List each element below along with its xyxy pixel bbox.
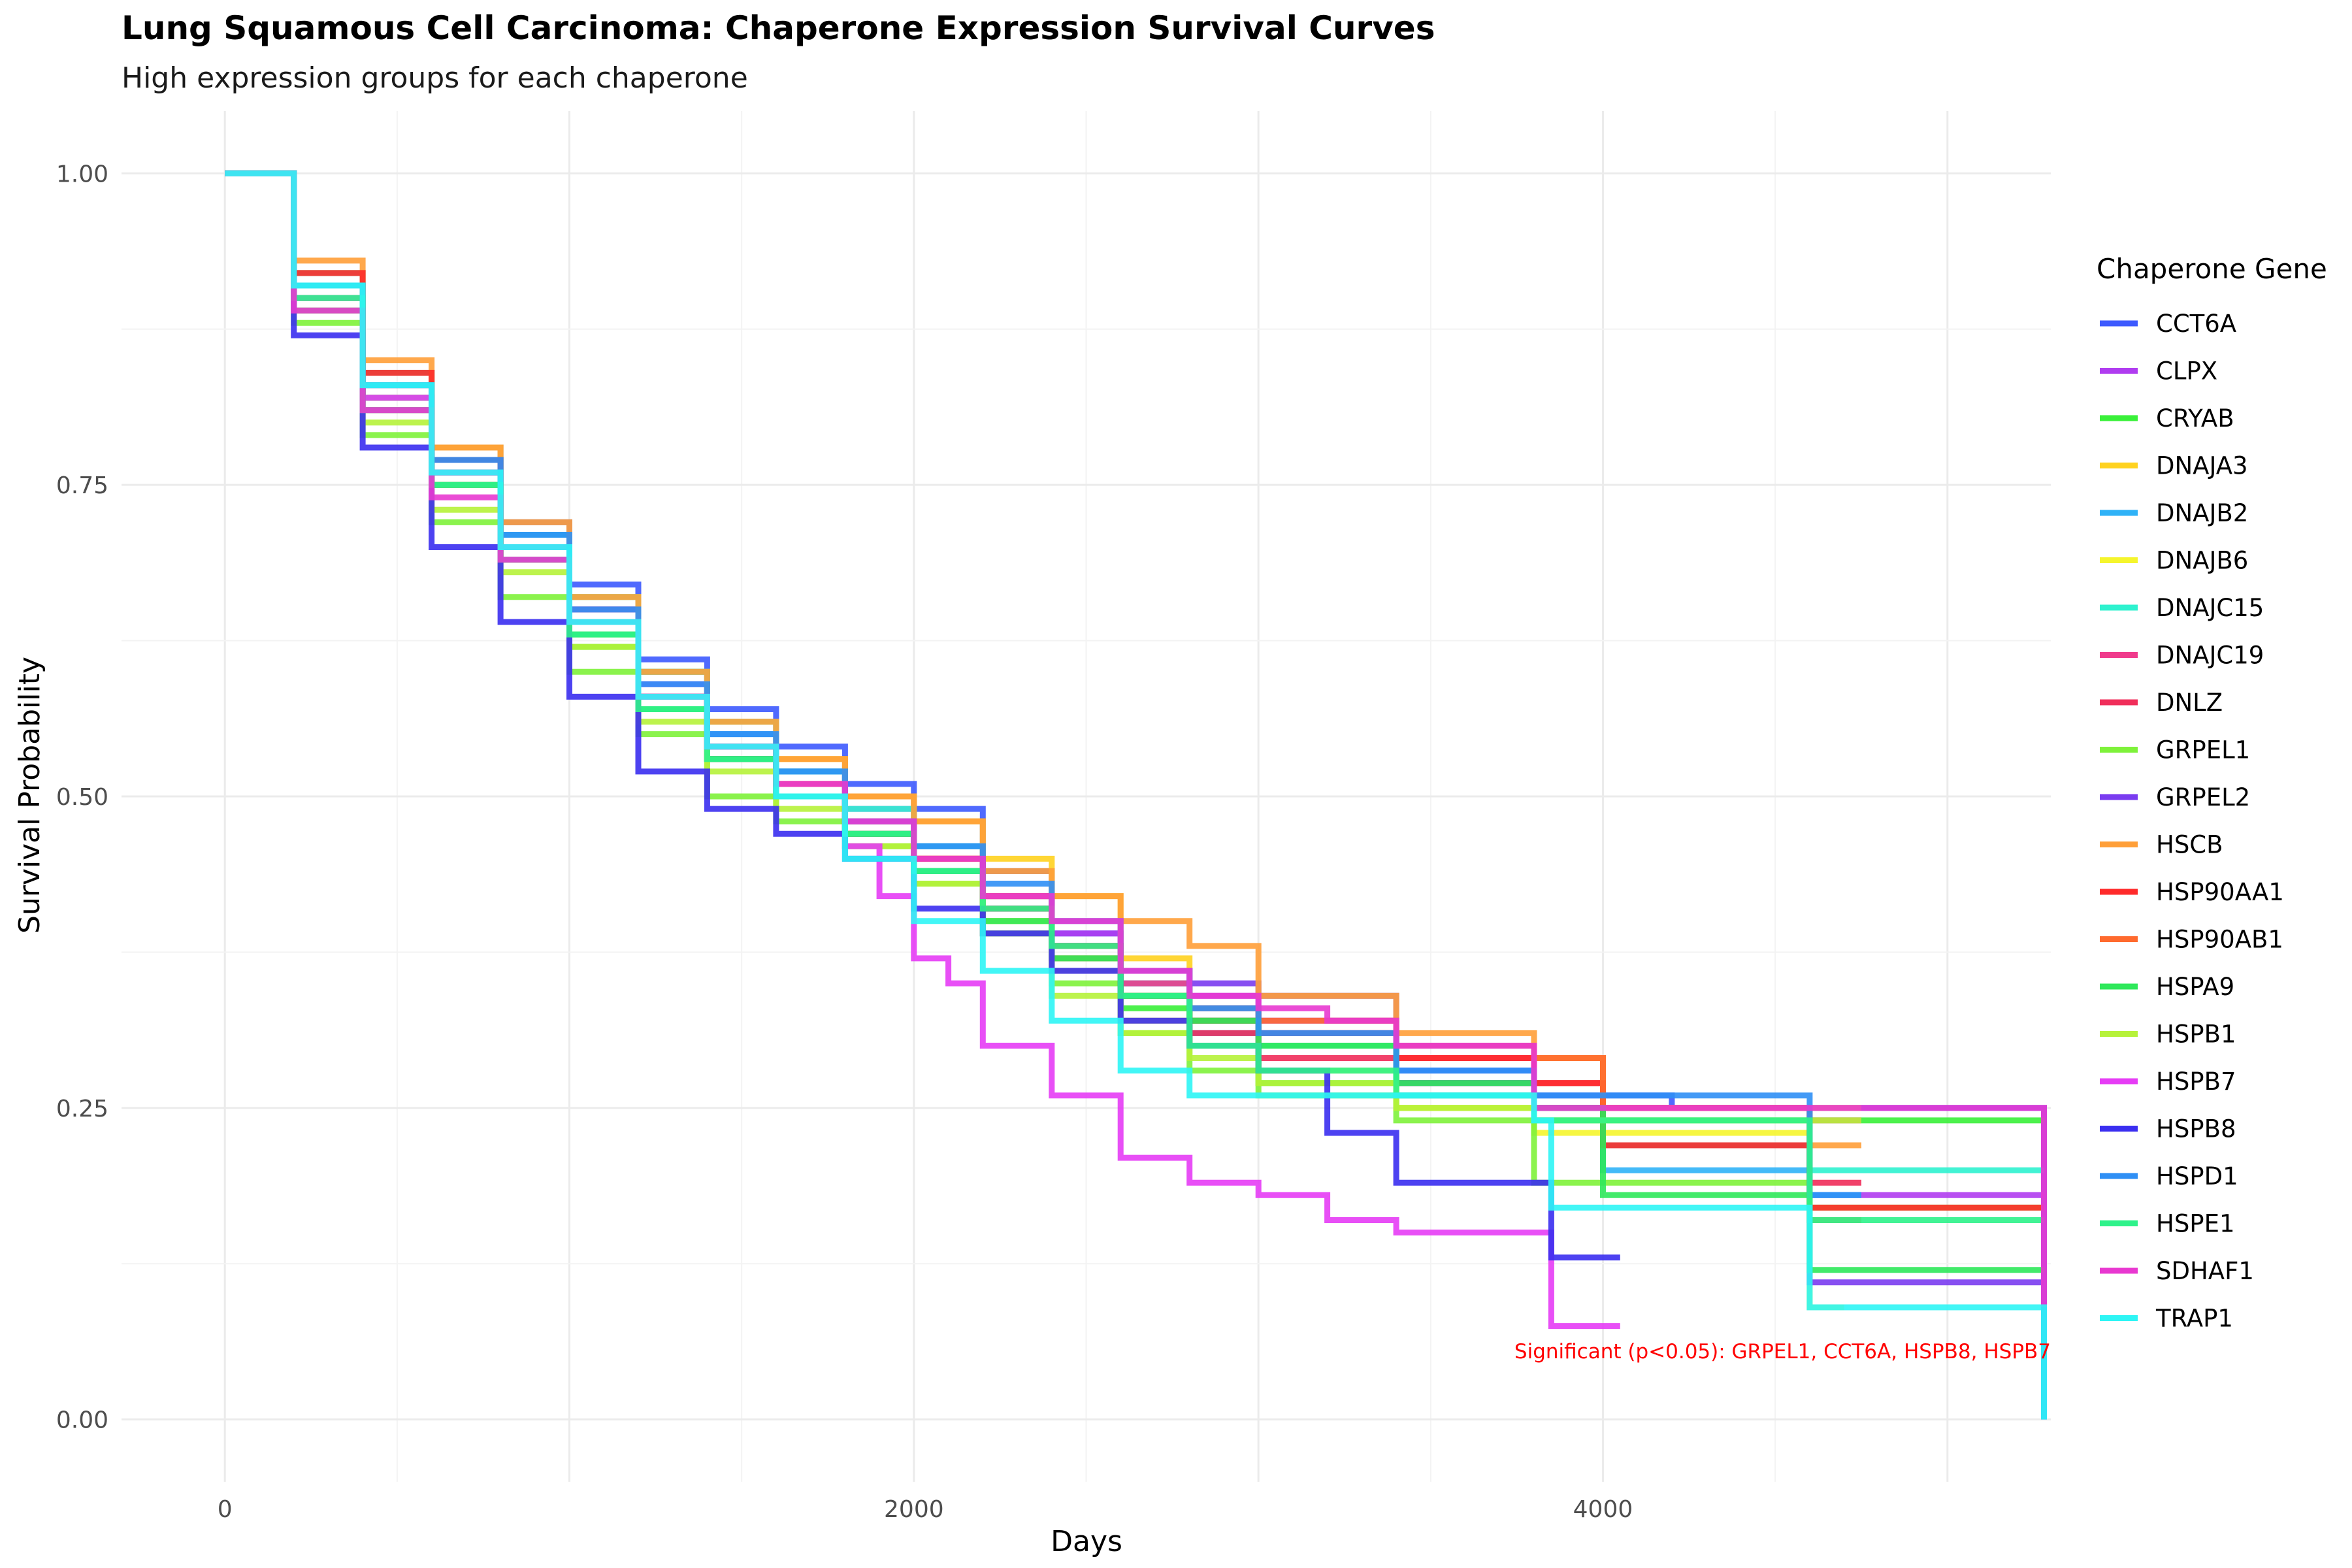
legend-label-hspb8: HSPB8: [2156, 1115, 2236, 1143]
y-tick-label: 0.50: [56, 784, 108, 811]
y-tick-label: 1.00: [56, 161, 108, 188]
legend-label-hsp90ab1: HSP90AB1: [2156, 926, 2283, 954]
legend-label-hspb7: HSPB7: [2156, 1068, 2236, 1096]
legend-title: Chaperone Gene: [2097, 253, 2327, 285]
x-tick-label: 0: [218, 1496, 233, 1523]
axes: 0 2000 4000 0.00 0.25 0.50 0.75 1.00: [56, 161, 1633, 1523]
legend-label-cct6a: CCT6A: [2156, 310, 2236, 338]
legend-label-dnajc19: DNAJC19: [2156, 642, 2264, 670]
y-tick-label: 0.00: [56, 1407, 108, 1434]
legend-label-hscb: HSCB: [2156, 831, 2223, 859]
legend: Chaperone Gene CCT6A CLPX CRYAB DNAJA3 DNAJB…: [2097, 253, 2327, 1333]
chart-title: Lung Squamous Cell Carcinoma: Chaperone …: [122, 9, 1435, 47]
x-tick-label: 4000: [1573, 1496, 1633, 1523]
legend-label-cryab: CRYAB: [2156, 404, 2234, 433]
legend-label-grpel1: GRPEL1: [2156, 736, 2250, 764]
significance-annotation: Significant (p<0.05): GRPEL1, CCT6A, HSP…: [1514, 1340, 2051, 1364]
legend-label-dnaja3: DNAJA3: [2156, 452, 2248, 480]
legend-label-sdhaf1: SDHAF1: [2156, 1257, 2254, 1285]
series-lines: [225, 170, 2047, 1420]
series-line-hspe1: [225, 170, 2044, 1223]
series-line-sdhaf1: [225, 170, 2047, 1307]
chart-subtitle: High expression groups for each chaperon…: [122, 61, 748, 95]
legend-label-hspa9: HSPA9: [2156, 973, 2234, 1001]
legend-label-hspb1: HSPB1: [2156, 1021, 2236, 1049]
x-axis-title: Days: [1051, 1525, 1122, 1558]
legend-label-grpel2: GRPEL2: [2156, 783, 2250, 811]
x-tick-label: 2000: [884, 1496, 944, 1523]
legend-label-clpx: CLPX: [2156, 357, 2217, 385]
legend-label-hspe1: HSPE1: [2156, 1210, 2235, 1238]
legend-label-dnajc15: DNAJC15: [2156, 594, 2264, 622]
legend-label-hspd1: HSPD1: [2156, 1162, 2238, 1190]
series-line-trap1: [225, 170, 2047, 1420]
series-line-hscb: [225, 170, 1861, 1149]
y-tick-label: 0.75: [56, 472, 108, 499]
legend-label-dnajb2: DNAJB2: [2156, 499, 2248, 527]
legend-label-dnajb6: DNAJB6: [2156, 547, 2248, 575]
y-axis-title: Survival Probability: [13, 657, 46, 934]
legend-label-hsp90aa1: HSP90AA1: [2156, 878, 2284, 906]
legend-label-dnlz: DNLZ: [2156, 689, 2223, 717]
y-tick-label: 0.25: [56, 1096, 108, 1122]
legend-label-trap1: TRAP1: [2155, 1305, 2233, 1333]
